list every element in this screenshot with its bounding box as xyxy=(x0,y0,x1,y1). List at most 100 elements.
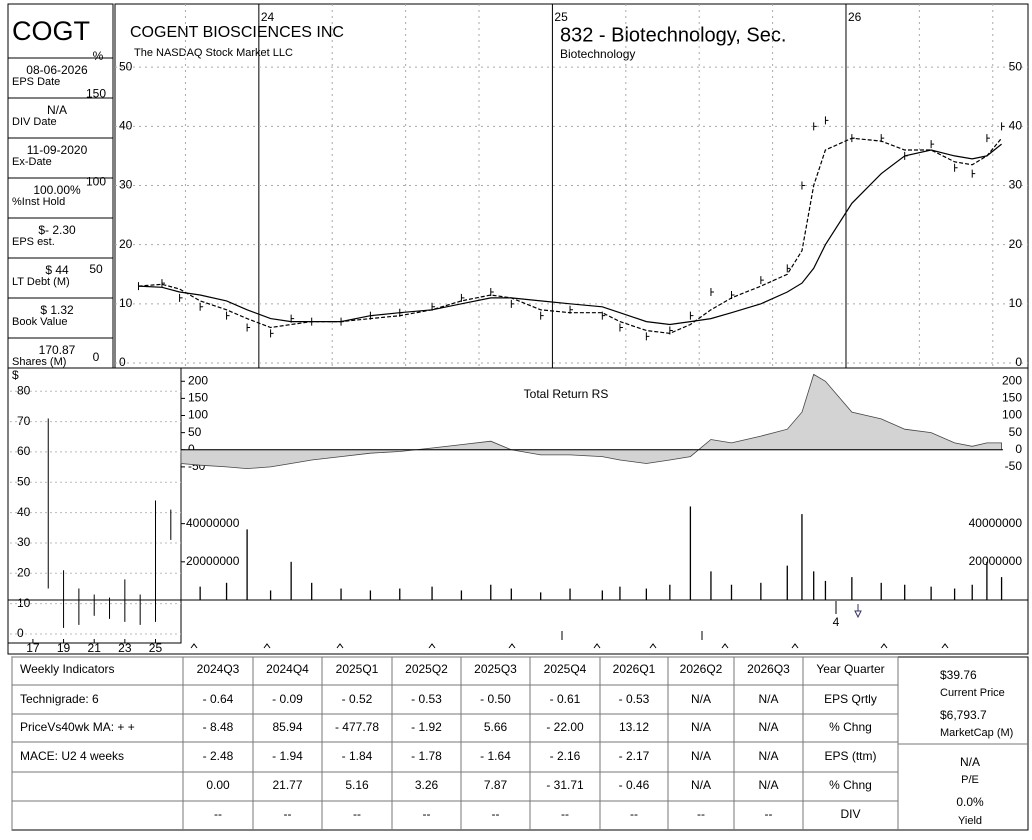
row-label: Technigrade: 6 xyxy=(20,692,99,706)
y-tick-label-right: 20 xyxy=(1009,237,1023,251)
ma-10-week xyxy=(138,137,1003,335)
table-cell: -- xyxy=(561,807,569,821)
y-tick-label: 30 xyxy=(119,178,133,192)
row-label: MACE: U2 4 weeks xyxy=(20,749,124,763)
table-cell: 7.87 xyxy=(484,778,508,792)
table-cell: 5.16 xyxy=(345,778,369,792)
price-bar xyxy=(490,288,494,296)
info-value: $ 44 xyxy=(45,263,69,277)
table-cell: - 0.50 xyxy=(480,692,511,706)
table-cell: -- xyxy=(214,807,222,821)
year-label: 25 xyxy=(554,10,568,24)
info-value: 11-09-2020 xyxy=(27,143,88,157)
rs-tick-label: 0 xyxy=(188,442,195,456)
price-bar xyxy=(786,264,791,273)
info-label: EPS Date xyxy=(12,76,60,88)
table-cell: 3.26 xyxy=(415,778,439,792)
row-label: PriceVs40wk MA: + + xyxy=(20,720,135,734)
history-y-label: $ xyxy=(12,368,19,382)
y-tick-label-right: 50 xyxy=(1009,59,1023,73)
table-cell: 21.77 xyxy=(272,778,302,792)
event-annotation: 4 xyxy=(833,615,840,629)
price-bar xyxy=(179,293,183,302)
table-cell: - 1.94 xyxy=(272,749,303,763)
price-bar xyxy=(199,302,204,311)
table-cell: - 1.92 xyxy=(411,720,442,734)
price-bar xyxy=(510,299,515,308)
table-cell: EPS Qrtly xyxy=(824,692,877,706)
history-y-tick-label: 30 xyxy=(17,535,31,549)
price-bar xyxy=(246,323,251,332)
y-tick-label: 40 xyxy=(119,119,133,133)
table-cell: -- xyxy=(765,807,773,821)
info-value: 170.87 xyxy=(39,343,76,357)
table-cell: N/A xyxy=(758,692,778,706)
table-cell: DIV xyxy=(840,807,860,821)
volume-tick-label: 40000000 xyxy=(186,516,240,530)
symbol: COGT xyxy=(12,16,90,46)
price-bar xyxy=(824,116,829,125)
info-label: Shares (M) xyxy=(12,356,66,368)
year-label: 26 xyxy=(848,10,862,24)
info-value: N/A xyxy=(47,103,67,117)
table-cell: 2025Q3 xyxy=(474,662,517,676)
info-label: %Inst Hold xyxy=(12,196,65,208)
event-arrow xyxy=(854,604,862,619)
y2-axis-label: % xyxy=(93,49,104,63)
table-cell: 2026Q3 xyxy=(747,662,790,676)
company-name: COGENT BIOSCIENCES INC xyxy=(130,24,344,41)
table-cell: - 1.78 xyxy=(411,749,442,763)
rs-tick-label-right: -50 xyxy=(1005,459,1023,473)
history-y-tick-label: 0 xyxy=(17,626,24,640)
table-cell: N/A xyxy=(691,778,711,792)
table-cell: Year Quarter xyxy=(816,662,884,676)
y-tick-label-right: 0 xyxy=(1015,355,1022,369)
price-bar xyxy=(270,329,274,338)
info-value: $- 2.30 xyxy=(38,223,76,237)
y2-tick-label: 0 xyxy=(93,350,100,364)
info-label: DIV Date xyxy=(12,116,57,128)
table-cell: -- xyxy=(630,807,638,821)
table-cell: 2024Q3 xyxy=(197,662,240,676)
y-tick-label: 20 xyxy=(119,237,133,251)
summary-value: 0.0% xyxy=(956,795,984,809)
table-cell: % Chng xyxy=(829,720,872,734)
price-bar xyxy=(645,332,650,341)
table-cell: 2025Q1 xyxy=(336,662,379,676)
price-bar xyxy=(760,276,764,285)
y2-tick-label: 50 xyxy=(89,262,103,276)
summary-value: $39.76 xyxy=(940,668,977,682)
history-y-tick-label: 70 xyxy=(17,414,31,428)
table-cell: - 2.17 xyxy=(619,749,650,763)
history-y-tick-label: 50 xyxy=(17,474,31,488)
y-tick-label: 50 xyxy=(119,59,133,73)
volume-tick-label: 20000000 xyxy=(186,554,240,568)
table-cell: 2025Q2 xyxy=(405,662,448,676)
rs-area xyxy=(180,373,1003,470)
price-bar xyxy=(226,311,230,320)
table-cell: - 1.64 xyxy=(480,749,511,763)
price-bar xyxy=(601,311,606,320)
price-bar xyxy=(161,279,165,288)
table-cell: -- xyxy=(284,807,292,821)
history-y-tick-label: 40 xyxy=(17,505,31,519)
table-cell: - 2.48 xyxy=(203,749,234,763)
price-bar xyxy=(619,323,623,332)
price-bar xyxy=(460,293,465,302)
industry: Biotechnology xyxy=(560,47,635,61)
volume-tick-label-right: 20000000 xyxy=(969,554,1023,568)
price-bar xyxy=(801,181,805,190)
table-cell: EPS (ttm) xyxy=(824,749,876,763)
info-label: Book Value xyxy=(12,316,67,328)
info-value: 100.00% xyxy=(33,183,81,197)
table-cell: - 0.64 xyxy=(203,692,234,706)
rs-tick-label-right: 50 xyxy=(1009,425,1023,439)
table-cell: - 0.09 xyxy=(272,692,303,706)
table-cell: - 477.78 xyxy=(335,720,379,734)
table-cell: - 22.00 xyxy=(546,720,584,734)
history-x-tick-label: 23 xyxy=(118,641,132,655)
rs-title: Total Return RS xyxy=(524,387,609,401)
y2-tick-label: 150 xyxy=(86,86,106,100)
year-label: 24 xyxy=(261,10,275,24)
summary-value: N/A xyxy=(960,755,980,769)
